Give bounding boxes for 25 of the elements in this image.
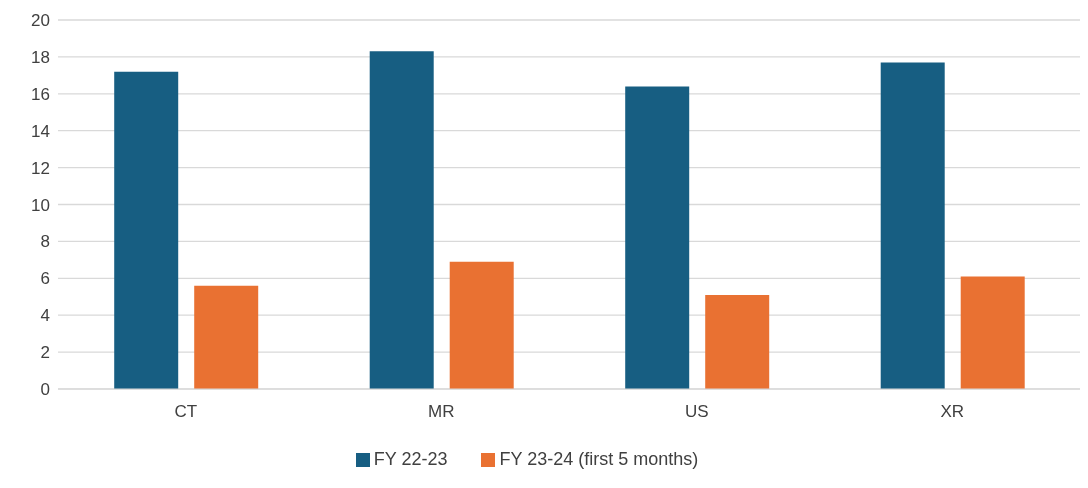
y-tick-label: 14	[31, 121, 50, 141]
bar	[114, 71, 179, 389]
legend-label: FY 23-24 (first 5 months)	[499, 449, 699, 469]
bar	[960, 276, 1025, 389]
bar	[705, 294, 770, 389]
bar	[449, 261, 514, 389]
y-tick-label: 2	[40, 343, 50, 363]
y-tick-label: 0	[40, 380, 50, 400]
x-tick-label: US	[684, 402, 709, 422]
y-tick-label: 4	[40, 306, 50, 326]
legend-label: FY 22-23	[373, 449, 448, 469]
y-tick-label: 12	[31, 158, 50, 178]
y-tick-label: 18	[31, 47, 50, 67]
y-tick-label: 10	[31, 195, 50, 215]
y-tick-label: 16	[31, 84, 50, 104]
x-tick-label: CT	[174, 402, 198, 422]
bar	[625, 86, 690, 389]
y-tick-label: 20	[31, 11, 50, 31]
bar	[880, 62, 945, 389]
x-tick-label: MR	[428, 402, 455, 422]
bar	[369, 51, 434, 389]
x-tick-label: XR	[940, 402, 965, 422]
y-tick-label: 8	[40, 232, 50, 252]
bar	[194, 285, 259, 389]
y-tick-label: 6	[40, 269, 50, 289]
